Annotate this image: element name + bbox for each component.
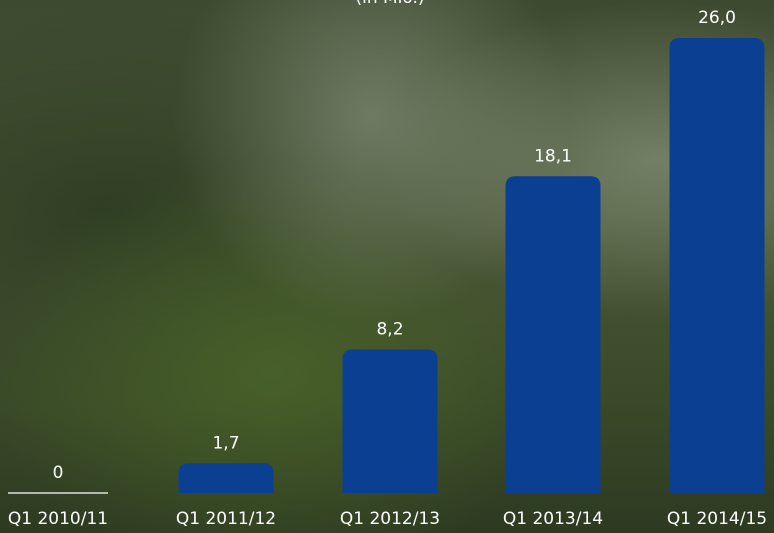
x-tick-label: Q1 2012/13 [340,509,440,529]
bar [505,176,601,493]
value-label: 8,2 [376,320,403,340]
bar [669,38,765,493]
chart-subtitle: (in Mio.) [355,0,424,8]
x-tick-label: Q1 2011/12 [176,509,276,529]
x-tick-label: Q1 2010/11 [8,509,108,529]
value-label: 0 [53,463,64,483]
bar [342,349,438,493]
bar [178,463,274,493]
value-label: 1,7 [212,433,239,453]
value-label: 26,0 [698,8,736,28]
x-tick-label: Q1 2013/14 [503,509,603,529]
value-label: 18,1 [534,146,572,166]
x-tick-label: Q1 2014/15 [667,509,767,529]
